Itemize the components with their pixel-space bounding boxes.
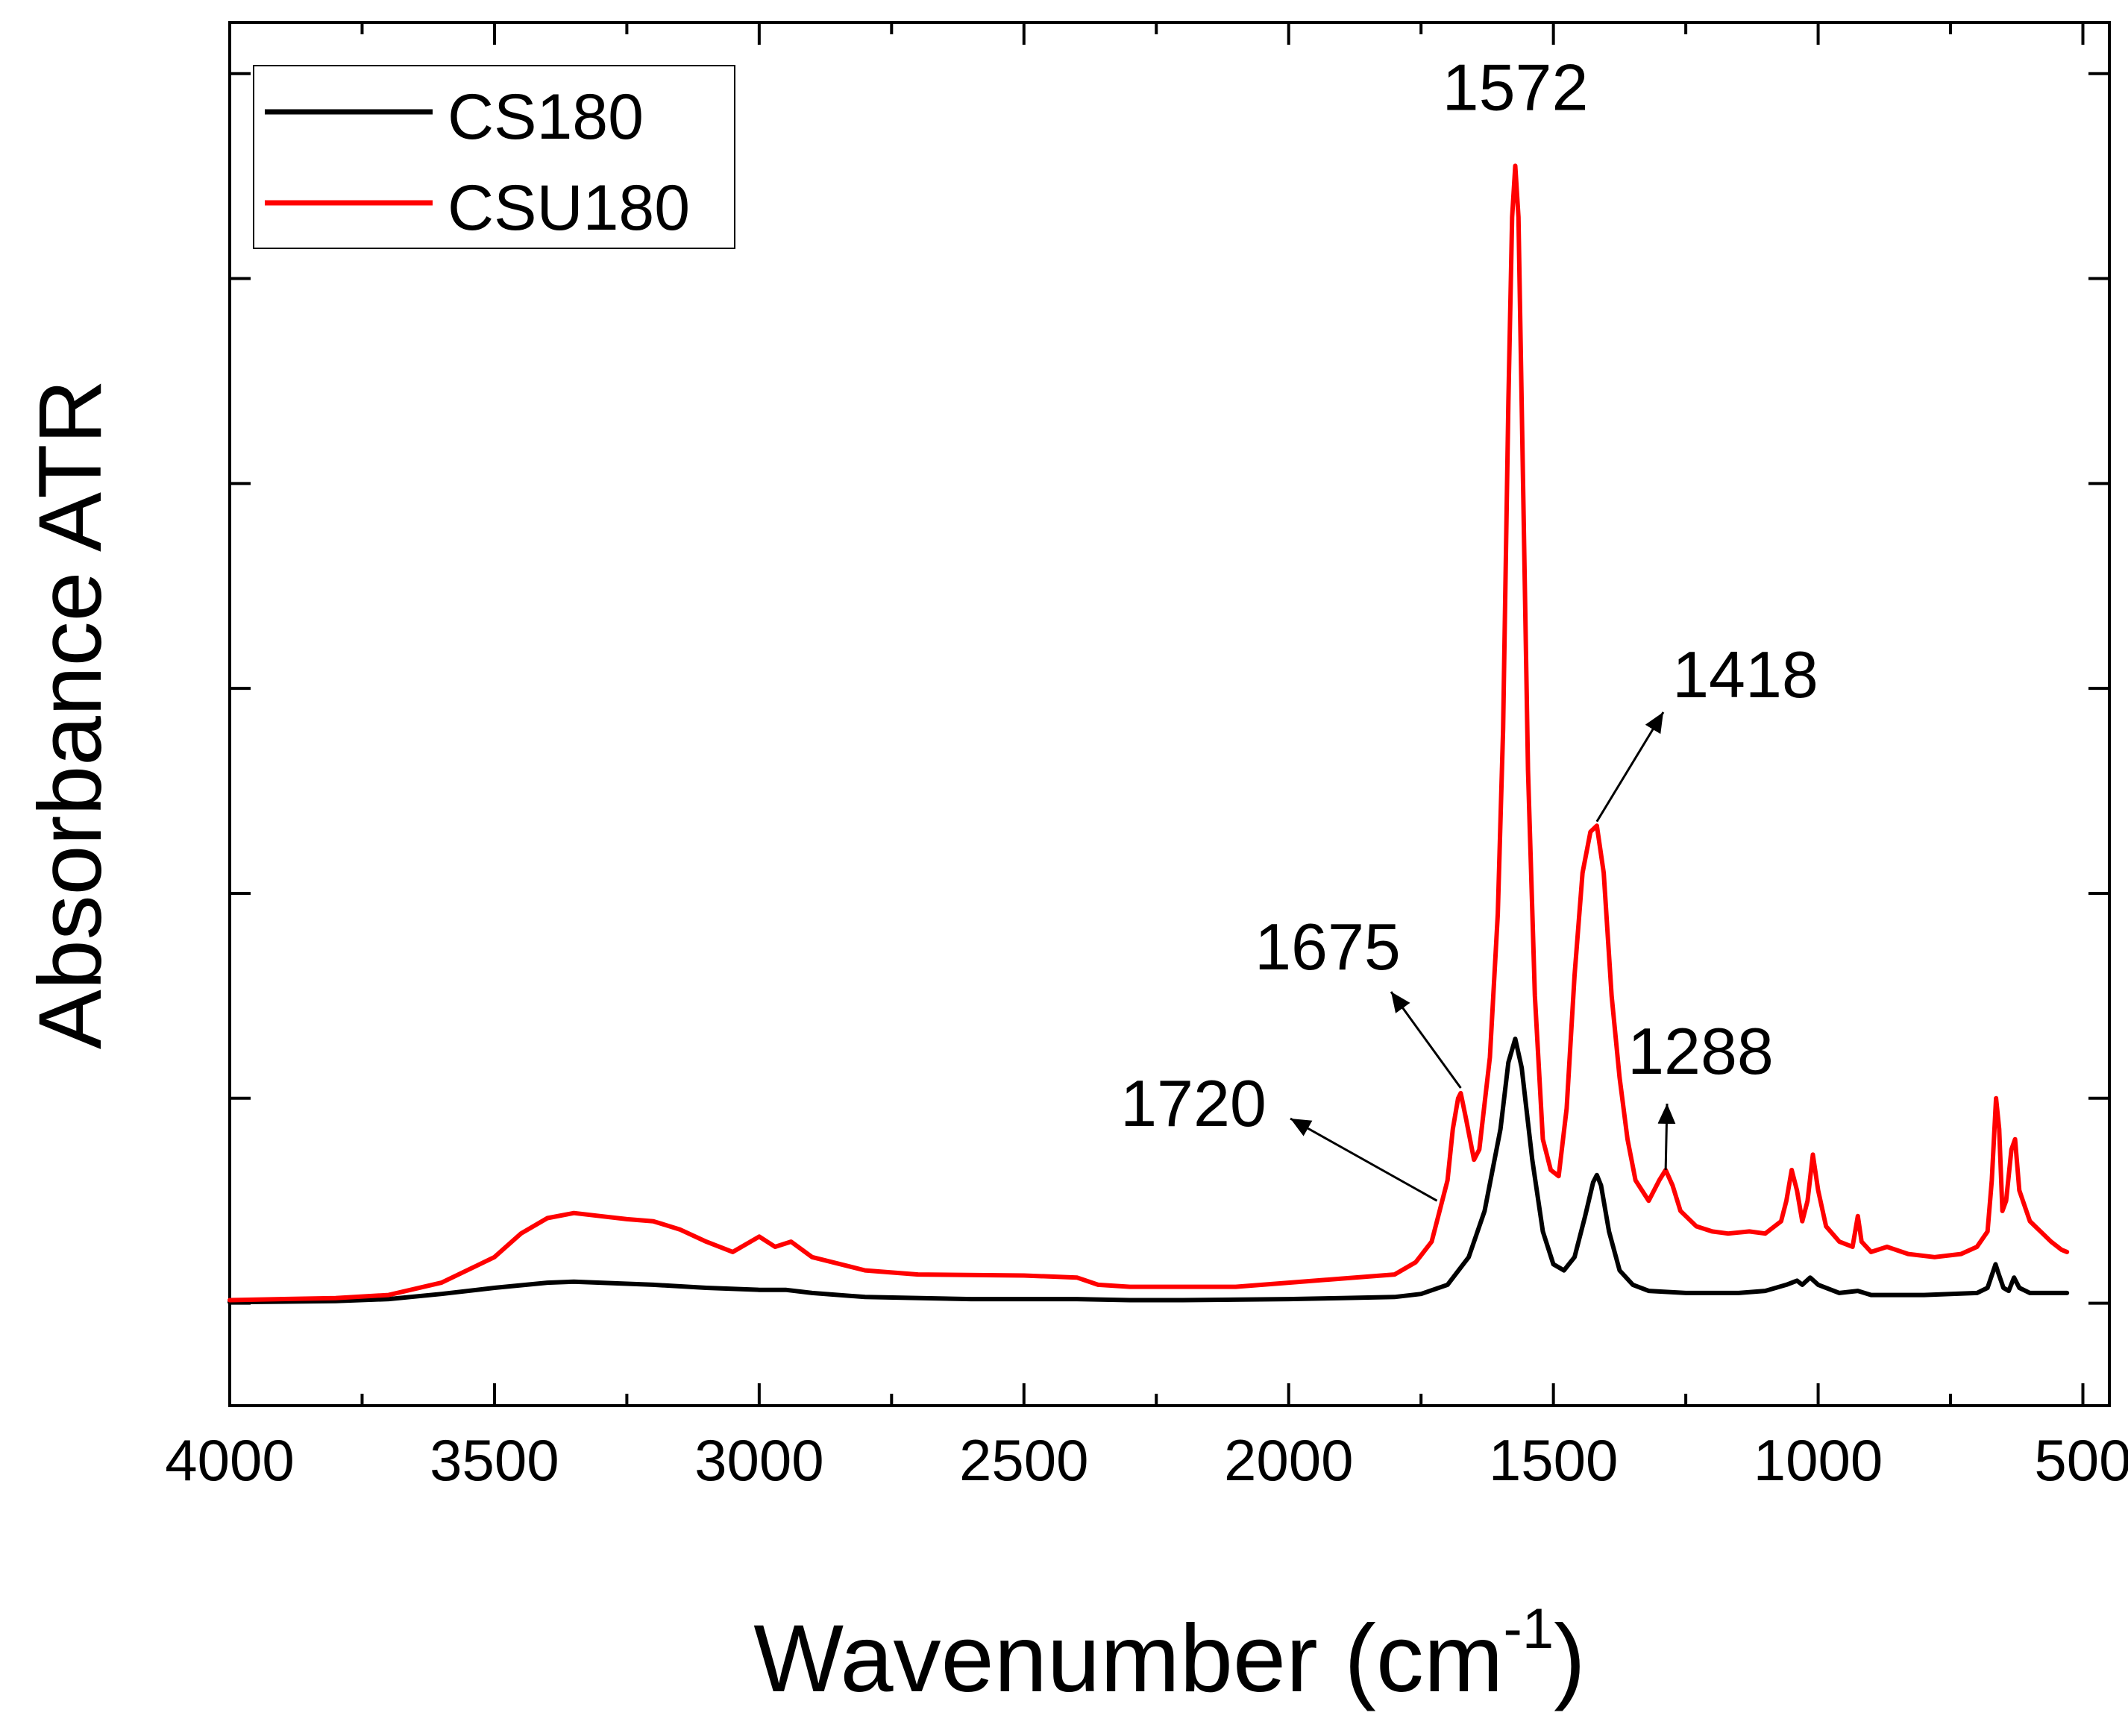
annotation-arrow-1288 — [1657, 1103, 1676, 1170]
x-axis-ticks: 4000 3500 3000 2500 2000 1500 1000 500 — [165, 22, 2128, 1493]
x-tick-label-4: 2000 — [1224, 1427, 1354, 1493]
annotation-1418: 1418 — [1672, 638, 1818, 711]
x-axis-label-close: ) — [1554, 1606, 1586, 1712]
annotation-1675: 1675 — [1255, 910, 1401, 984]
x-tick-label-0: 4000 — [165, 1427, 295, 1493]
x-tick-label-7: 500 — [2034, 1427, 2128, 1493]
annotation-1720: 1720 — [1120, 1066, 1267, 1140]
series-line-cs180 — [227, 1037, 2070, 1305]
annotation-arrow-1720 — [1290, 1117, 1438, 1202]
annotation-arrow-1675 — [1390, 991, 1462, 1089]
x-tick-label-5: 1500 — [1489, 1427, 1619, 1493]
annotation-1572: 1572 — [1443, 50, 1589, 124]
plot-frame — [228, 21, 2111, 1407]
legend-label-cs180: CS180 — [448, 81, 644, 153]
legend-box — [253, 65, 735, 249]
x-tick-label-3: 2500 — [959, 1427, 1089, 1493]
y-axis-label: Absorbance ATR — [20, 380, 120, 1049]
peak-annotations: 1572 1418 1675 1720 1288 — [1120, 50, 1818, 1202]
annotation-arrow-1418 — [1595, 711, 1665, 823]
x-tick-label-2: 3000 — [694, 1427, 824, 1493]
x-axis-label: Wavenumber (cm-1) — [753, 1597, 1585, 1712]
x-tick-label-1: 3500 — [430, 1427, 559, 1493]
x-tick-label-6: 1000 — [1754, 1427, 1883, 1493]
series-line-csu180 — [227, 163, 2070, 1303]
legend: CS180 CSU180 — [253, 65, 735, 249]
y-axis-ticks — [230, 72, 2109, 1305]
series-group — [227, 163, 2070, 1305]
x-axis-label-superscript: -1 — [1504, 1597, 1554, 1661]
legend-label-csu180: CSU180 — [448, 172, 690, 244]
annotation-1288: 1288 — [1628, 1014, 1774, 1088]
x-axis-label-main: Wavenumber (cm — [753, 1606, 1503, 1712]
